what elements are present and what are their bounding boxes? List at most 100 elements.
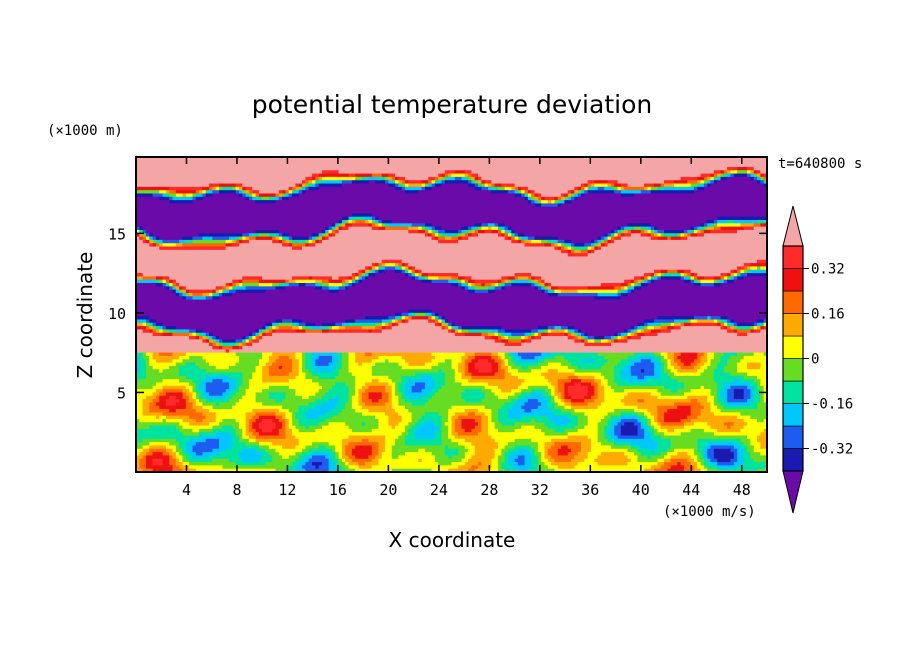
field-cell <box>245 428 250 433</box>
field-cell <box>182 455 187 460</box>
field-cell <box>248 193 253 198</box>
field-cell <box>677 369 698 374</box>
field-cell <box>302 359 306 364</box>
field-cell <box>634 276 642 281</box>
field-cell <box>700 180 705 185</box>
field-cell <box>670 362 678 367</box>
field-cell <box>717 405 725 410</box>
field-cell <box>318 465 330 470</box>
field-cell <box>248 425 253 430</box>
field-cell <box>524 332 529 337</box>
field-cell <box>245 418 250 423</box>
field-cell <box>136 180 303 185</box>
field-cell <box>630 286 635 291</box>
field-cell <box>604 389 615 394</box>
field-cell <box>747 170 751 175</box>
field-cell <box>136 157 767 161</box>
field-cell <box>607 233 612 238</box>
field-cell <box>680 359 695 364</box>
field-cell <box>348 392 356 397</box>
field-cell <box>674 319 682 324</box>
field-cell <box>700 372 715 377</box>
field-cell <box>258 415 277 420</box>
field-cell <box>308 458 330 463</box>
field-cell <box>554 428 566 433</box>
field-cell <box>760 389 765 394</box>
field-cell <box>667 365 675 370</box>
field-cell <box>139 233 144 238</box>
field-cell <box>398 319 403 324</box>
field-cell <box>617 435 645 440</box>
field-cell <box>600 372 615 377</box>
field-cell <box>594 458 632 463</box>
field-cell <box>331 409 343 413</box>
field-cell <box>378 458 419 463</box>
field-cell <box>205 395 227 400</box>
field-cell <box>717 392 722 397</box>
field-cell <box>195 452 204 457</box>
field-cell <box>421 279 433 284</box>
field-cell <box>302 180 306 185</box>
field-cell <box>650 392 662 397</box>
field-cell <box>189 292 194 297</box>
field-cell <box>687 229 692 234</box>
field-cell <box>620 296 767 301</box>
field-cell <box>219 342 223 347</box>
field-cell <box>654 352 662 357</box>
field-cell <box>169 283 174 287</box>
field-cell <box>481 418 489 423</box>
field-cell <box>511 365 522 370</box>
field-cell <box>192 402 197 407</box>
field-cell <box>225 239 233 244</box>
field-cell <box>521 239 526 244</box>
field-cell <box>561 409 575 413</box>
field-cell <box>405 452 433 457</box>
field-cell <box>527 276 532 281</box>
field-cell <box>434 176 439 181</box>
field-cell <box>488 468 499 472</box>
field-cell <box>640 329 645 334</box>
field-cell <box>620 289 625 294</box>
field-cell <box>590 445 612 450</box>
field-cell <box>747 273 767 277</box>
field-cell <box>547 369 559 374</box>
field-cell <box>225 286 230 291</box>
field-cell <box>371 365 403 370</box>
field-cell <box>411 266 416 271</box>
field-cell <box>242 283 260 287</box>
field-cell <box>431 312 436 317</box>
field-cell <box>620 399 639 403</box>
field-cell <box>541 200 549 205</box>
field-cell <box>571 196 575 201</box>
field-cell <box>401 392 406 397</box>
field-cell <box>145 322 150 327</box>
field-cell <box>581 448 592 453</box>
field-cell <box>348 385 356 390</box>
field-cell <box>275 233 280 238</box>
field-cell <box>720 395 728 400</box>
field-cell <box>341 362 350 367</box>
field-cell <box>471 428 482 433</box>
field-cell <box>189 329 197 334</box>
field-cell <box>644 276 649 281</box>
field-cell <box>395 176 399 181</box>
field-cell <box>644 468 655 472</box>
field-cell <box>517 462 526 466</box>
field-cell <box>408 312 413 317</box>
field-cell <box>750 329 755 334</box>
field-cell <box>664 355 668 360</box>
field-cell <box>697 276 705 281</box>
field-cell <box>365 316 389 321</box>
field-cell <box>321 236 326 241</box>
field-cell <box>348 369 373 374</box>
field-cell <box>454 412 469 417</box>
field-cell <box>288 236 293 241</box>
field-cell <box>328 329 370 334</box>
field-cell <box>693 465 698 470</box>
field-cell <box>331 448 336 453</box>
field-cell <box>637 326 642 331</box>
field-cell <box>292 276 310 281</box>
field-cell <box>381 173 389 178</box>
field-cell <box>431 180 436 185</box>
field-cell <box>727 395 735 400</box>
